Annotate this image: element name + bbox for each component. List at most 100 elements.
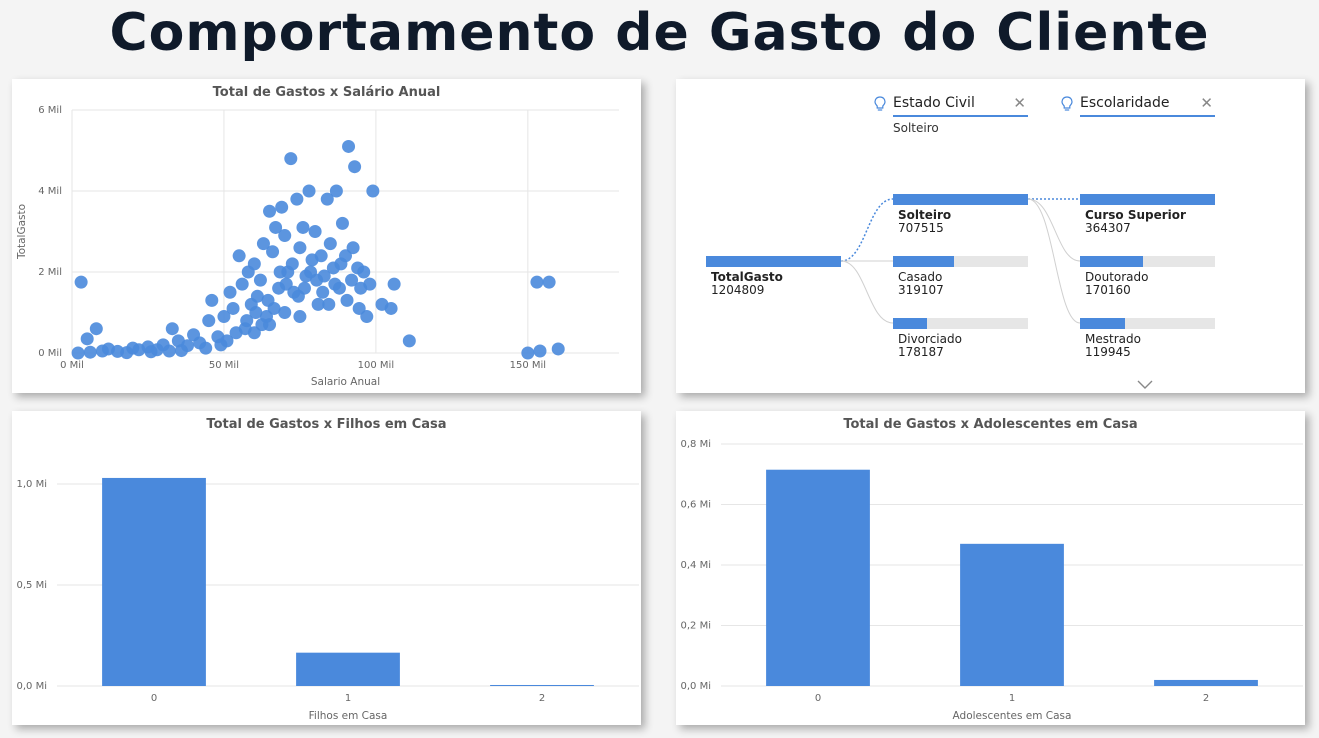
scatter-point xyxy=(293,310,307,324)
scatter-point xyxy=(232,249,246,263)
y-tick-label: 0,5 Mi xyxy=(17,580,48,591)
tree-node-mestrado[interactable]: Mestrado 119945 xyxy=(1080,318,1215,359)
scatter-point xyxy=(342,139,356,153)
scatter-point xyxy=(402,334,416,348)
scatter-point xyxy=(80,332,94,346)
bar-0 xyxy=(766,469,870,686)
scatter-point xyxy=(229,326,243,340)
scatter-point xyxy=(284,152,298,166)
scatter-point xyxy=(316,285,330,299)
scatter-point xyxy=(348,160,362,174)
connector xyxy=(1027,198,1081,262)
node-value: 170160 xyxy=(1085,283,1131,297)
x-tick-label: 100 Mil xyxy=(358,360,394,371)
scatter-point xyxy=(285,257,299,271)
scatter-point xyxy=(83,345,97,359)
close-icon[interactable]: ✕ xyxy=(1013,94,1026,112)
y-tick-label: 0,4 Mi xyxy=(681,560,712,571)
filter-estado-civil[interactable]: Estado Civil ✕ Solteiro xyxy=(874,94,1028,135)
scatter-point xyxy=(530,275,544,289)
tree-node-curso-superior[interactable]: Curso Superior 364307 xyxy=(1080,194,1215,235)
chevron-down-icon[interactable] xyxy=(1137,375,1153,394)
node-bar xyxy=(1080,256,1144,267)
scatter-point xyxy=(250,289,264,303)
scatter-plot: 0 Mil 2 Mil 4 Mil 6 Mil 0 Mil 50 Mil 100 Mil 15… xyxy=(16,105,619,388)
scatter-point xyxy=(311,297,325,311)
node-value: 319107 xyxy=(898,283,944,297)
page-title: Comportamento de Gasto do Cliente xyxy=(109,3,1210,63)
node-value: 707515 xyxy=(898,221,944,235)
scatter-point xyxy=(279,277,293,291)
scatter-point xyxy=(357,265,371,279)
x-tick-label: 0 Mil xyxy=(60,360,84,371)
scatter-point xyxy=(275,200,289,214)
scatter-point xyxy=(253,273,267,287)
scatter-point xyxy=(290,192,304,206)
node-label: Curso Superior xyxy=(1085,208,1186,222)
scatter-point xyxy=(165,322,179,336)
scatter-point xyxy=(267,301,281,315)
scatter-point xyxy=(297,281,311,295)
y-tick-label: 0,8 Mi xyxy=(681,439,712,450)
scatter-point xyxy=(314,249,328,263)
x-tick-label: 0 xyxy=(151,693,157,704)
scatter-point xyxy=(308,225,322,238)
node-value: 364307 xyxy=(1085,221,1131,235)
scatter-point xyxy=(247,326,261,340)
node-bar xyxy=(706,256,841,267)
scatter-point xyxy=(162,344,176,358)
scatter-point xyxy=(542,275,556,289)
tree-node-divorciado[interactable]: Divorciado 178187 xyxy=(893,318,1028,359)
scatter-point xyxy=(345,273,359,287)
scatter-point xyxy=(352,301,366,315)
scatter-point xyxy=(202,314,216,328)
tree-node-solteiro[interactable]: Solteiro 707515 xyxy=(893,194,1028,235)
decomposition-tree-card: Estado Civil ✕ Solteiro Escolaridade ✕ T… xyxy=(676,79,1305,393)
scatter-chart-card: Total de Gastos x Salário Anual 0 Mil 2 M… xyxy=(12,79,641,393)
scatter-point xyxy=(302,184,316,198)
node-bar xyxy=(1080,318,1125,329)
scatter-point xyxy=(223,285,237,299)
close-icon[interactable]: ✕ xyxy=(1200,94,1213,112)
bar-2 xyxy=(1154,679,1258,686)
bar-1 xyxy=(960,543,1064,686)
scatter-point xyxy=(74,275,88,289)
tree-node-doutorado[interactable]: Doutorado 170160 xyxy=(1080,256,1215,297)
scatter-point xyxy=(328,277,342,291)
y-tick-label: 2 Mil xyxy=(38,267,62,278)
y-tick-label: 1,0 Mi xyxy=(17,479,48,490)
scatter-point xyxy=(533,344,547,358)
scatter-point xyxy=(71,346,85,360)
scatter-point xyxy=(247,257,261,271)
tree-node-root[interactable]: TotalGasto 1204809 xyxy=(706,256,841,297)
scatter-point xyxy=(320,192,334,206)
x-axis-label: Salario Anual xyxy=(311,376,380,388)
bar-chart-adolescentes: 0,0 Mi 0,2 Mi 0,4 Mi 0,6 Mi 0,8 Mi 0 1 2 Adolesc… xyxy=(681,439,1303,722)
node-bar xyxy=(1080,194,1215,205)
y-tick-label: 0,6 Mi xyxy=(681,500,712,511)
scatter-point xyxy=(217,310,231,324)
scatter-point xyxy=(205,293,219,307)
x-tick-label: 50 Mil xyxy=(209,360,239,371)
scatter-point xyxy=(120,346,134,360)
node-bar xyxy=(893,318,927,329)
scatter-point xyxy=(323,237,337,251)
scatter-point xyxy=(363,277,377,291)
lightbulb-icon xyxy=(874,96,886,116)
tree-connectors xyxy=(840,198,1081,324)
bar-chart-filhos: 0,0 Mi 0,5 Mi 1,0 Mi 0 1 2 Filhos em Casa xyxy=(17,477,639,722)
scatter-point xyxy=(266,245,280,259)
scatter-point xyxy=(521,346,535,360)
y-tick-label: 4 Mil xyxy=(38,186,62,197)
filter-escolaridade[interactable]: Escolaridade ✕ xyxy=(1061,94,1215,117)
y-tick-label: 0,0 Mi xyxy=(681,681,712,692)
scatter-point xyxy=(235,277,249,291)
node-label: Mestrado xyxy=(1085,332,1141,346)
scatter-point xyxy=(273,265,287,279)
tree-node-casado[interactable]: Casado 319107 xyxy=(893,256,1028,297)
scatter-point xyxy=(387,277,401,291)
scatter-point xyxy=(144,345,158,359)
node-label: Doutorado xyxy=(1085,270,1149,284)
scatter-point xyxy=(89,322,103,336)
y-axis-label: TotalGasto xyxy=(16,204,28,260)
